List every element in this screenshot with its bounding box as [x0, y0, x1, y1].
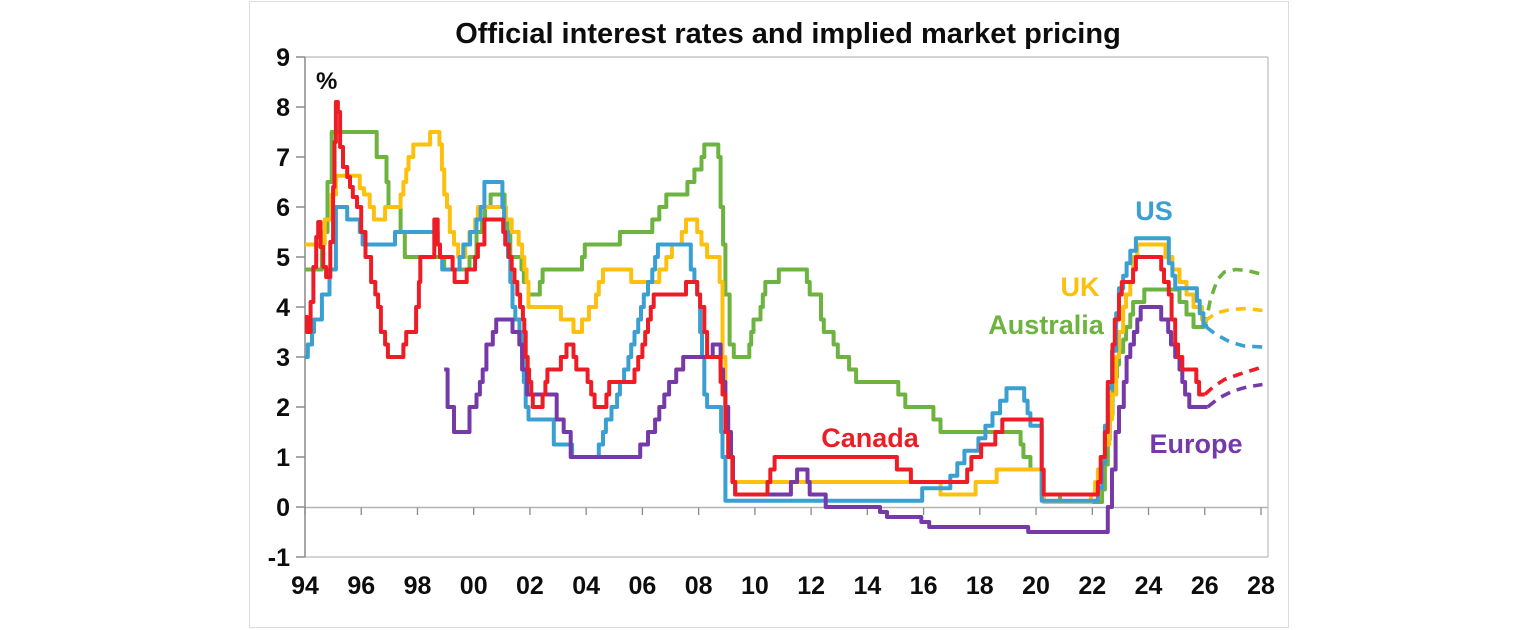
- series-line-uk: [305, 130, 1205, 504]
- x-axis-label: 22: [1078, 572, 1106, 600]
- x-axis-label: 94: [291, 572, 319, 600]
- y-axis-label: 8: [276, 94, 290, 122]
- series-forecast-canada: [1203, 365, 1263, 396]
- y-axis-label: 1: [276, 444, 290, 472]
- series-forecast-australia: [1203, 267, 1263, 328]
- plot-frame: [305, 56, 1269, 558]
- x-axis-label: 08: [685, 572, 713, 600]
- y-axis-label: 5: [276, 244, 290, 272]
- series-label-us: US: [1135, 196, 1173, 226]
- y-axis-label: 3: [276, 344, 290, 372]
- y-axis-label: 2: [276, 394, 290, 422]
- series-label-australia: Australia: [988, 310, 1105, 340]
- x-axis-label: 02: [516, 572, 544, 600]
- x-axis-label: 26: [1191, 572, 1219, 600]
- series-label-uk: UK: [1061, 272, 1100, 302]
- x-axis-label: 18: [966, 572, 994, 600]
- chart-title: Official interest rates and implied mark…: [455, 18, 1121, 50]
- series-label-canada: Canada: [821, 423, 920, 453]
- x-axis-label: 98: [404, 572, 432, 600]
- x-axis-label: 14: [853, 572, 881, 600]
- x-axis-label: 20: [1022, 572, 1050, 600]
- x-axis-label: 04: [572, 572, 600, 600]
- series-labels: Australia UK US Europe Canada: [821, 196, 1242, 459]
- series-label-europe: Europe: [1149, 429, 1242, 459]
- series-forecast-uk: [1203, 306, 1263, 323]
- y-axis-label: 6: [276, 194, 290, 222]
- series-forecast-us: [1205, 325, 1263, 349]
- x-axis-label: 28: [1247, 572, 1275, 600]
- y-axis-unit-label: %: [316, 68, 337, 95]
- x-axis-label: 10: [741, 572, 769, 600]
- y-axis-label: -1: [268, 544, 290, 572]
- x-axis-label: 00: [460, 572, 488, 600]
- y-axis-label: 7: [276, 144, 290, 172]
- x-axis-label: 16: [910, 572, 938, 600]
- series-line-us: [305, 180, 1209, 503]
- series-forecast-europe: [1206, 382, 1263, 409]
- x-axis-label: 12: [797, 572, 825, 600]
- x-axis-label: 24: [1135, 572, 1163, 600]
- y-axis-label: 0: [276, 494, 290, 522]
- x-axis-label: 96: [347, 572, 375, 600]
- series-lines: [305, 100, 1263, 534]
- y-axis-label: 9: [276, 44, 290, 72]
- series-line-canada: [305, 100, 1205, 497]
- y-axis-label: 4: [276, 294, 290, 322]
- x-axis-label: 06: [629, 572, 657, 600]
